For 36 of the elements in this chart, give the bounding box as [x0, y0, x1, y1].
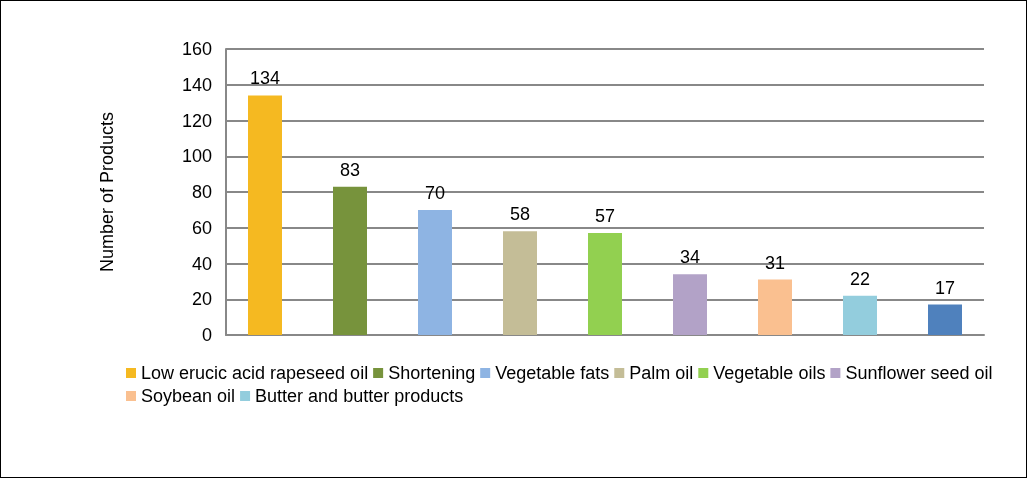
bar	[928, 304, 962, 335]
bar	[758, 279, 792, 335]
y-tick-label: 20	[191, 289, 212, 310]
legend-label: Low erucic acid rapeseed oil	[141, 363, 369, 383]
legend-label: Palm oil	[629, 363, 694, 383]
y-tick-label: 120	[181, 110, 212, 131]
data-label: 17	[934, 277, 956, 298]
legend-label: Vegetable fats	[495, 363, 610, 383]
data-label: 70	[424, 182, 446, 203]
data-label: 134	[249, 68, 281, 89]
legend-label: Vegetable oils	[713, 363, 826, 383]
y-tick-label: 60	[191, 217, 212, 238]
bar	[588, 233, 622, 335]
y-tick-label: 0	[201, 325, 212, 345]
data-label: 57	[594, 206, 616, 227]
bar	[418, 209, 452, 335]
data-label: 34	[679, 247, 701, 268]
bar	[503, 231, 537, 335]
legend-label: Sunflower seed oil	[845, 363, 993, 383]
legend-label: Soybean oil	[141, 386, 236, 406]
bar	[333, 186, 367, 335]
y-tick-label: 160	[181, 39, 212, 59]
y-tick-label: 100	[181, 146, 212, 167]
data-label: 31	[764, 252, 786, 273]
bar	[248, 95, 282, 335]
data-label: 83	[339, 159, 361, 180]
y-tick-label: 140	[181, 74, 212, 95]
legend-label: Shortening	[388, 363, 476, 383]
bar	[673, 274, 707, 335]
data-label: 58	[509, 204, 531, 225]
bar	[843, 295, 877, 335]
y-tick-label: 40	[191, 253, 212, 274]
y-tick-label: 80	[191, 182, 212, 202]
legend-label: Butter and butter products	[255, 386, 464, 406]
y-axis-title: Number of Products	[97, 111, 117, 273]
data-label: 22	[849, 268, 871, 289]
